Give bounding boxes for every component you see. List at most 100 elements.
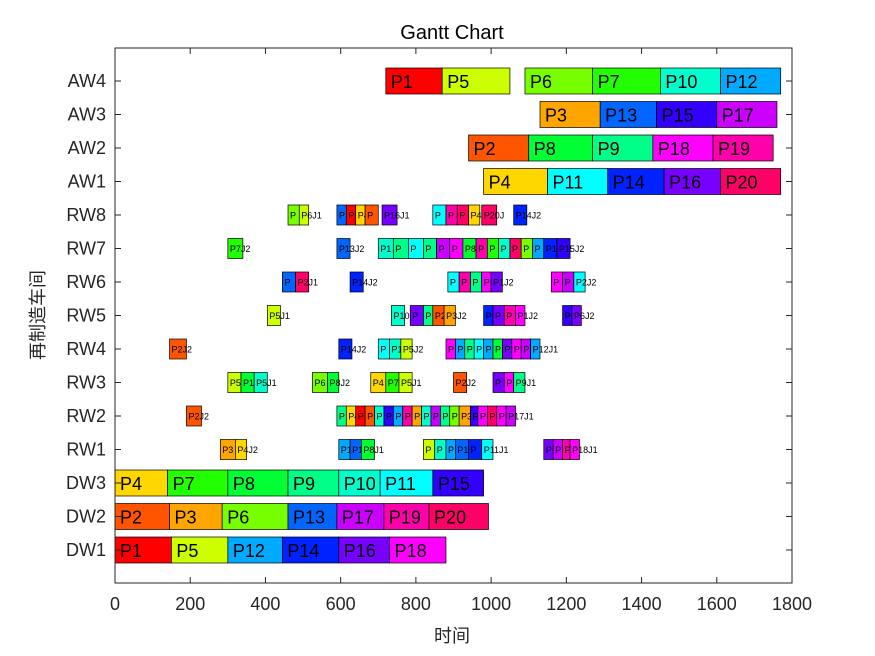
task-bar-aw3-145: P3: [539, 101, 601, 128]
task-bar-label: P8: [233, 474, 255, 494]
task-bar-rect: [379, 469, 434, 497]
task-bar-rw8-123: P6J1: [298, 204, 322, 226]
task-bar-label: P: [450, 278, 456, 288]
task-bar-rect: [443, 305, 456, 326]
task-bar-label: P: [425, 445, 431, 455]
task-bar-label: P: [377, 412, 383, 422]
task-bar-label: P: [565, 278, 571, 288]
task-bar-label: P15: [438, 474, 470, 494]
task-bar-label: P: [284, 278, 290, 288]
x-tick-label: 200: [175, 594, 205, 614]
task-bar-label: P13: [293, 508, 325, 528]
task-bar-rw8-131: P: [456, 204, 469, 226]
task-bar-rw3-66: P9J1: [513, 372, 537, 393]
task-bar-label: P8J2: [330, 378, 351, 388]
task-bar-rw7-108: P: [392, 238, 409, 259]
task-bar-rw1-20: P3: [219, 439, 236, 460]
task-bar-label: P8J1: [363, 445, 384, 455]
task-bar-label: P17: [342, 508, 374, 528]
task-bar-rw2-47: P: [439, 405, 451, 427]
task-bar-label: P14J2: [341, 345, 367, 355]
task-bar-label: P4: [358, 211, 369, 221]
task-bar-label: P: [448, 345, 454, 355]
task-bar-dw2-6: P2: [114, 503, 170, 530]
y-tick-label: RW5: [66, 306, 106, 326]
task-bar-rw3-61: P7: [385, 372, 400, 393]
task-bar-dw3-16: P9: [287, 469, 340, 497]
task-bar-label: P17: [722, 106, 754, 126]
task-bar-aw3-146: P13: [599, 101, 657, 128]
task-bar-label: P: [546, 445, 552, 455]
task-bar-label: P: [386, 412, 392, 422]
task-bar-label: P5: [230, 378, 241, 388]
task-bar-rw4-68: P14J2: [338, 338, 367, 360]
task-bar-rect: [716, 101, 778, 128]
x-tick-label: 1400: [622, 594, 662, 614]
task-bar-rect: [652, 134, 714, 162]
task-bar-rw7-114: P: [475, 238, 488, 259]
task-bar-aw1-139: P20: [720, 168, 782, 195]
task-bar-rw2-48: P: [449, 405, 460, 427]
task-bar-label: P19: [389, 508, 421, 528]
task-bar-label: P: [395, 244, 401, 254]
task-bar-rw2-43: P: [402, 405, 413, 427]
task-bar-dw1-3: P14: [282, 536, 340, 564]
task-bar-label: P4J2: [237, 445, 258, 455]
task-bar-label: P: [486, 311, 492, 321]
task-bar-label: P: [489, 244, 495, 254]
task-bar-dw2-10: P17: [336, 503, 385, 530]
task-bar-aw1-137: P14: [607, 168, 665, 195]
task-bar-dw2-7: P3: [169, 503, 223, 530]
task-bar-label: P: [348, 211, 354, 221]
task-bar-rect: [221, 503, 289, 530]
task-bar-label: P3: [175, 508, 197, 528]
task-bar-aw1-135: P4: [483, 168, 548, 195]
task-bar-label: P: [395, 412, 401, 422]
task-bar-rw4-67: P2J2: [169, 338, 192, 360]
task-bar-rect: [505, 405, 516, 427]
task-bar-label: P: [523, 345, 529, 355]
task-bar-aw2-143: P18: [652, 134, 714, 162]
task-bar-rect: [720, 168, 782, 195]
task-bar-rw7-115: P: [487, 238, 499, 259]
task-bar-rw5-84: P: [409, 305, 424, 326]
task-bar-rw5-93: P6J2: [571, 305, 594, 326]
task-bar-label: P9J1: [516, 378, 537, 388]
task-bar-label: P8: [534, 139, 556, 159]
task-bar-label: P13: [605, 106, 637, 126]
task-bar-rw3-59: P8J2: [327, 372, 351, 393]
task-bar-rect: [441, 67, 511, 95]
task-bar-label: P16J1: [384, 211, 410, 221]
task-bar-rect: [528, 134, 594, 162]
task-bar-label: P3: [545, 106, 567, 126]
task-bar-rw4-72: P: [445, 338, 456, 360]
task-bar-rw2-50: P: [470, 405, 478, 427]
task-bar-label: P2J2: [576, 278, 597, 288]
task-bar-rect: [483, 168, 548, 195]
task-bar-rw5-88: P: [483, 305, 494, 326]
task-bar-rw7-119: P: [532, 238, 545, 259]
task-bar-rw4-71: P5J2: [400, 338, 423, 360]
task-bar-rw8-134: P14J2: [513, 204, 541, 226]
task-bar-label: P: [380, 345, 386, 355]
task-bar-rect: [513, 372, 526, 393]
task-bar-rw8-124: P: [336, 204, 347, 226]
task-bar-rw5-87: P3J2: [443, 305, 467, 326]
y-tick-label: DW2: [66, 507, 106, 527]
task-bar-label: P2: [474, 139, 496, 159]
task-bar-rw4-81: P12J1: [530, 338, 558, 360]
x-tick-label: 1000: [471, 594, 511, 614]
task-bar-label: P6: [530, 72, 552, 92]
task-bar-rect: [481, 204, 498, 226]
task-bar-rect: [547, 168, 609, 195]
x-axis: 0 200 400 600 800 1000 1200 1400 1600 1800: [110, 48, 812, 614]
task-bar-label: P: [425, 244, 431, 254]
task-bar-dw1-4: P16: [338, 536, 390, 564]
task-bar-rw5-91: P1J2: [515, 305, 538, 326]
task-bar-label: P9: [293, 474, 315, 494]
task-bar-label: P1: [506, 378, 517, 388]
task-bar-label: P9: [598, 139, 620, 159]
task-bar-label: P5: [447, 72, 469, 92]
task-bar-label: P3: [414, 412, 425, 422]
